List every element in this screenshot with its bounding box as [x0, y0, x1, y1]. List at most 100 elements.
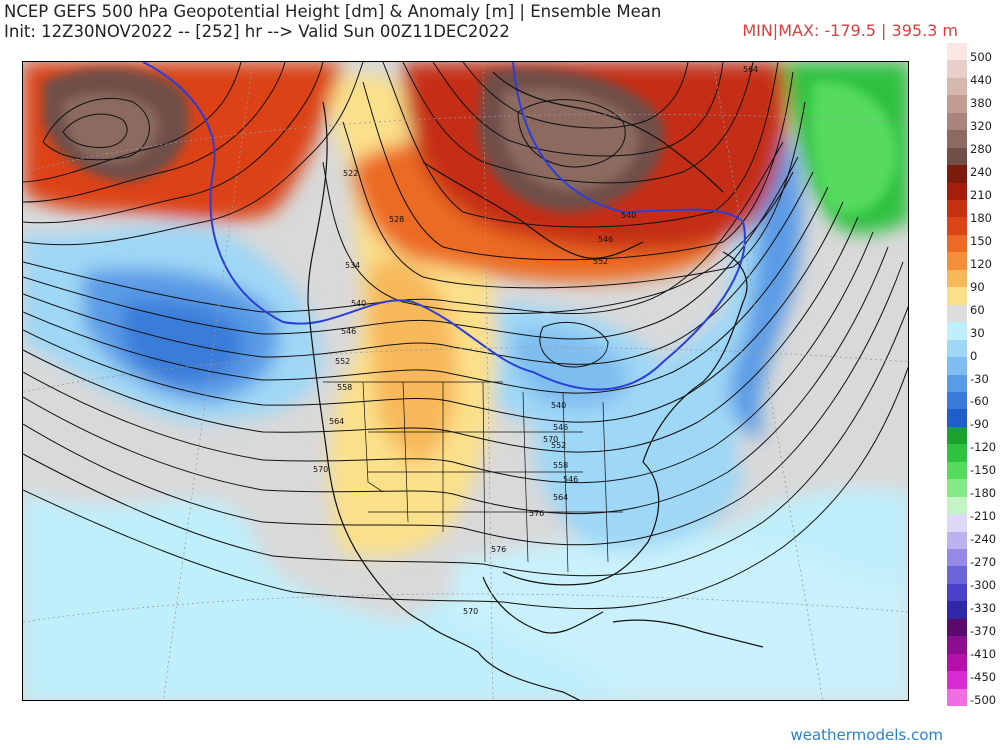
border-line [362, 381, 384, 493]
contour-line [402, 62, 754, 184]
colorbar-tick-label: -410 [970, 647, 997, 662]
colorbar-swatch [947, 304, 967, 323]
colorbar-tick-label: -30 [970, 371, 989, 386]
gulf-coastline [482, 576, 604, 634]
contour-label: 564 [743, 65, 758, 74]
border-line [402, 381, 409, 523]
colorbar-tick-label: -240 [970, 532, 997, 547]
colorbar-tick-label: 240 [970, 164, 992, 179]
contour-label: 540 [351, 299, 366, 308]
contour-label: 552 [551, 441, 566, 450]
border-line [602, 401, 609, 563]
atlantic-coastline [502, 251, 748, 586]
colorbar-tick-label: -90 [970, 417, 989, 432]
atlantic-deep-negative [729, 82, 803, 442]
grid-line [482, 62, 494, 700]
contour-label: 564 [329, 417, 344, 426]
colorbar-tick-label: 210 [970, 187, 992, 202]
colorbar-tick-label: -180 [970, 486, 997, 501]
contour-label: 576 [491, 545, 506, 554]
init-valid-line: Init: 12Z30NOV2022 -- [252] hr --> Valid… [4, 22, 510, 41]
contour-line [23, 201, 844, 423]
colorbar-swatch [947, 496, 967, 515]
colorbar-swatch [947, 566, 967, 585]
colorbar-tick-label: 0 [970, 348, 978, 363]
colorbar-tick-label: -300 [970, 578, 997, 593]
blue-contour [142, 62, 746, 391]
alaska-closed-high-inner [62, 113, 128, 148]
colorbar-swatch [947, 322, 967, 341]
colorbar-swatch [947, 182, 967, 201]
colorbar-swatch [947, 653, 967, 672]
colorbar-tick-label: 90 [970, 279, 985, 294]
colorbar-tick-label: 30 [970, 325, 985, 340]
colorbar-tick-label: 380 [970, 95, 992, 110]
hudson-bay-outline [422, 161, 644, 259]
colorbar-tick-label: -330 [970, 601, 997, 616]
cuba-outline [612, 619, 764, 648]
colorbar-swatch [947, 60, 967, 79]
contour-label: 570 [543, 435, 558, 444]
colorbar-swatch [947, 165, 967, 184]
contour-line [23, 62, 286, 203]
border-line [522, 391, 529, 563]
contour-label: 540 [621, 211, 636, 220]
contour-line [342, 101, 806, 289]
colorbar-tick-label: 180 [970, 210, 992, 225]
colorbar-swatch [947, 636, 967, 655]
contour-line [462, 62, 689, 129]
freezing-thickness-line [142, 62, 746, 391]
contour-label: 570 [463, 607, 478, 616]
colorbar-tick-label: -150 [970, 463, 997, 478]
colorbar-tick-label: 320 [970, 118, 992, 133]
grid-line [712, 62, 824, 700]
contour-label: 546 [563, 475, 578, 484]
colorbar-swatch [947, 601, 967, 620]
colorbar-swatch [947, 147, 967, 166]
colorbar-swatch [947, 269, 967, 288]
colorbar-tick-label: -500 [970, 693, 997, 707]
contour-label: 534 [345, 261, 360, 270]
map-title: NCEP GEFS 500 hPa Geopotential Height [d… [4, 2, 662, 21]
contour-label: 564 [553, 493, 568, 502]
colorbar-swatch [947, 200, 967, 218]
colorbar-swatch [947, 43, 967, 61]
colorbar-swatch [947, 531, 967, 550]
hudson-closed-low [539, 321, 609, 368]
colorbar-swatch [947, 618, 967, 637]
colorbar-tick-label: 280 [970, 141, 992, 156]
contour-label: 558 [553, 461, 568, 470]
anomaly-map: 522 528 534 540 546 552 558 564 570 576 … [23, 62, 908, 700]
west-ridge-stronger [367, 260, 457, 462]
colorbar-swatch [947, 461, 967, 480]
contour-line [23, 216, 859, 453]
contour-label: 546 [553, 423, 568, 432]
colorbar-tick-label: 60 [970, 302, 985, 317]
colorbar-swatch [947, 252, 967, 271]
colorbar-swatch [947, 391, 967, 410]
colorbar-swatch [947, 130, 967, 149]
colorbar-tick-label: -450 [970, 670, 997, 685]
bc-coastline [307, 101, 328, 303]
colorbar-swatch [947, 583, 967, 602]
colorbar-tick-label: 150 [970, 233, 992, 248]
coastlines [307, 71, 764, 700]
alaska-closed-high [42, 97, 150, 161]
colorbar-swatch [947, 479, 967, 498]
colorbar-swatch [947, 112, 967, 131]
border-line [562, 391, 569, 573]
anomaly-colorbar [947, 43, 967, 707]
grid-line [23, 593, 908, 623]
contour-label: 552 [335, 357, 350, 366]
contour-line [382, 62, 779, 228]
contour-line [23, 231, 874, 484]
contour-line [23, 261, 904, 546]
colorbar-tick-label: -120 [970, 440, 997, 455]
colorbar-swatch [947, 217, 967, 236]
colorbar-swatch [947, 234, 967, 253]
contour-line [23, 305, 908, 577]
contour-label: 552 [593, 257, 608, 266]
colorbar-tick-label: -60 [970, 394, 989, 409]
colorbar-swatch [947, 444, 967, 463]
contour-label: 546 [341, 327, 356, 336]
